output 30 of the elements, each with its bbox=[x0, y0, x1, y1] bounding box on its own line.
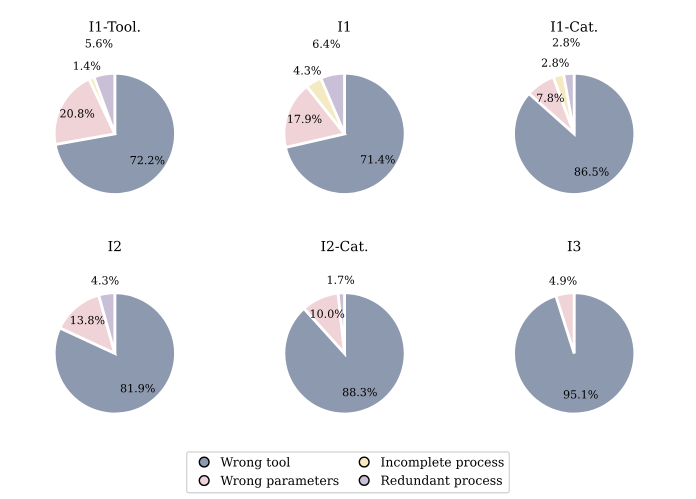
data-label: 1.7% bbox=[328, 276, 354, 284]
chart-title: I1 bbox=[338, 21, 350, 32]
data-label: 2.8% bbox=[552, 38, 580, 46]
data-label: 71.4% bbox=[361, 155, 395, 164]
legend-label: Wrong parameters bbox=[220, 476, 339, 488]
data-label: 1.4% bbox=[74, 62, 100, 70]
data-label: 13.8% bbox=[71, 316, 104, 324]
data-label: 6.4% bbox=[312, 40, 340, 48]
data-label: 17.9% bbox=[288, 114, 322, 124]
chart-title: I1-Cat. bbox=[551, 21, 597, 32]
chart-title: I2-Cat. bbox=[321, 240, 368, 252]
legend-label: Wrong tool bbox=[220, 456, 290, 470]
data-label: 88.3% bbox=[342, 388, 377, 396]
data-label: 4.9% bbox=[549, 276, 577, 285]
data-label: 2.8% bbox=[542, 58, 569, 67]
data-label: 86.5% bbox=[574, 167, 609, 176]
chart-title: I3 bbox=[568, 240, 580, 252]
data-label: 7.8% bbox=[537, 94, 564, 102]
legend-label: Incomplete process bbox=[381, 456, 504, 470]
data-label: 5.6% bbox=[86, 39, 112, 48]
data-label: 4.3% bbox=[91, 276, 119, 285]
data-label: 72.2% bbox=[130, 156, 164, 164]
data-label: 4.3% bbox=[294, 66, 321, 75]
data-label: 10.0% bbox=[310, 309, 344, 318]
data-label: 20.8% bbox=[60, 109, 94, 118]
chart-title: I1-Tool. bbox=[89, 20, 140, 32]
data-label: 95.1% bbox=[564, 390, 598, 399]
chart-title: I2 bbox=[108, 240, 121, 252]
legend-label: Redundant process bbox=[381, 475, 502, 488]
data-label: 81.9% bbox=[120, 384, 155, 392]
